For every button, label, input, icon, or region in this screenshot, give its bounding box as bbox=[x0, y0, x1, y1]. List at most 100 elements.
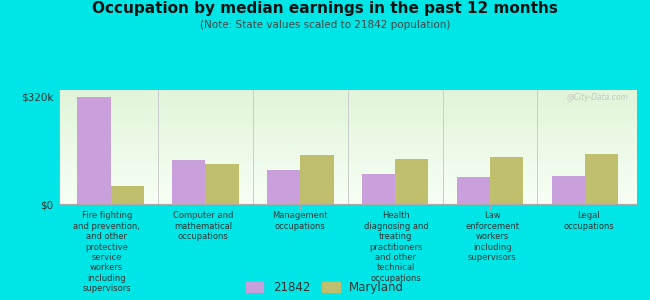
Bar bbox=[58, 121, 637, 122]
Bar bbox=[58, 132, 637, 133]
Bar bbox=[58, 165, 637, 166]
Bar bbox=[58, 140, 637, 141]
Bar bbox=[58, 134, 637, 136]
Bar bbox=[58, 124, 637, 125]
Bar bbox=[585, 154, 618, 204]
Bar bbox=[58, 108, 637, 110]
Bar bbox=[58, 158, 637, 160]
Text: Computer and
mathematical
occupations: Computer and mathematical occupations bbox=[173, 212, 233, 241]
Bar bbox=[58, 179, 637, 180]
Bar bbox=[267, 170, 300, 204]
Bar bbox=[58, 181, 637, 182]
Bar bbox=[58, 125, 637, 127]
Bar bbox=[58, 117, 637, 119]
Bar bbox=[58, 164, 637, 165]
Bar bbox=[58, 94, 637, 96]
Bar bbox=[457, 177, 490, 204]
Bar bbox=[58, 137, 637, 138]
Bar bbox=[58, 115, 637, 116]
Bar bbox=[58, 116, 637, 117]
Bar bbox=[490, 157, 523, 204]
Bar bbox=[58, 129, 637, 130]
Bar bbox=[58, 97, 637, 98]
Bar bbox=[58, 172, 637, 173]
Bar bbox=[77, 97, 110, 204]
Bar bbox=[58, 149, 637, 150]
Bar bbox=[58, 196, 637, 197]
Bar bbox=[58, 96, 637, 97]
Text: Legal
occupations: Legal occupations bbox=[564, 212, 614, 231]
Bar bbox=[58, 184, 637, 186]
Bar bbox=[58, 180, 637, 181]
Bar bbox=[58, 122, 637, 123]
Bar bbox=[58, 173, 637, 174]
Bar bbox=[58, 182, 637, 184]
Bar bbox=[58, 191, 637, 193]
Bar bbox=[58, 100, 637, 101]
Bar bbox=[58, 169, 637, 170]
Bar bbox=[58, 118, 637, 120]
Bar bbox=[58, 90, 637, 91]
Bar bbox=[58, 107, 637, 108]
Bar bbox=[58, 193, 637, 194]
Text: Management
occupations: Management occupations bbox=[272, 212, 328, 231]
Bar bbox=[58, 110, 637, 112]
Bar bbox=[58, 194, 637, 195]
Bar bbox=[58, 103, 637, 104]
Bar bbox=[58, 156, 637, 157]
Bar bbox=[58, 154, 637, 155]
Bar bbox=[58, 152, 637, 153]
Bar bbox=[58, 112, 637, 113]
Bar bbox=[58, 157, 637, 158]
Bar bbox=[58, 128, 637, 129]
Bar bbox=[58, 104, 637, 105]
Bar bbox=[58, 139, 637, 140]
Text: @City-Data.com: @City-Data.com bbox=[566, 93, 629, 102]
Bar bbox=[395, 159, 428, 204]
Bar bbox=[205, 164, 239, 204]
Bar bbox=[58, 144, 637, 145]
Bar bbox=[300, 155, 333, 204]
Bar bbox=[58, 171, 637, 172]
Bar bbox=[58, 188, 637, 189]
Bar bbox=[552, 176, 585, 204]
Bar bbox=[58, 147, 637, 148]
Bar bbox=[58, 99, 637, 100]
Bar bbox=[58, 170, 637, 171]
Bar bbox=[58, 187, 637, 188]
Bar bbox=[58, 203, 637, 204]
Bar bbox=[58, 113, 637, 114]
Bar bbox=[58, 163, 637, 164]
Bar bbox=[58, 141, 637, 142]
Bar bbox=[58, 201, 637, 202]
Bar bbox=[58, 202, 637, 203]
Text: Occupation by median earnings in the past 12 months: Occupation by median earnings in the pas… bbox=[92, 2, 558, 16]
Bar bbox=[58, 146, 637, 147]
Bar bbox=[58, 105, 637, 106]
Bar bbox=[58, 142, 637, 144]
Bar bbox=[362, 174, 395, 204]
Bar bbox=[58, 120, 637, 121]
Bar bbox=[58, 190, 637, 191]
Bar bbox=[58, 93, 637, 94]
Bar bbox=[111, 186, 144, 204]
Text: Health
diagnosing and
treating
practitioners
and other
technical
occupations: Health diagnosing and treating practitio… bbox=[363, 212, 428, 283]
Bar bbox=[58, 189, 637, 190]
Bar bbox=[58, 162, 637, 163]
Bar bbox=[58, 160, 637, 161]
Bar bbox=[58, 186, 637, 187]
Text: (Note: State values scaled to 21842 population): (Note: State values scaled to 21842 popu… bbox=[200, 20, 450, 29]
Bar bbox=[58, 200, 637, 201]
Text: Fire fighting
and prevention,
and other
protective
service
workers
including
sup: Fire fighting and prevention, and other … bbox=[73, 212, 140, 293]
Text: Law
enforcement
workers
including
supervisors: Law enforcement workers including superv… bbox=[465, 212, 519, 262]
Bar bbox=[58, 114, 637, 115]
Bar bbox=[58, 133, 637, 134]
Bar bbox=[58, 178, 637, 179]
Bar bbox=[58, 98, 637, 99]
Bar bbox=[58, 145, 637, 146]
Bar bbox=[58, 195, 637, 196]
Bar bbox=[58, 177, 637, 178]
Bar bbox=[58, 198, 637, 200]
Bar bbox=[58, 197, 637, 198]
Bar bbox=[58, 123, 637, 124]
